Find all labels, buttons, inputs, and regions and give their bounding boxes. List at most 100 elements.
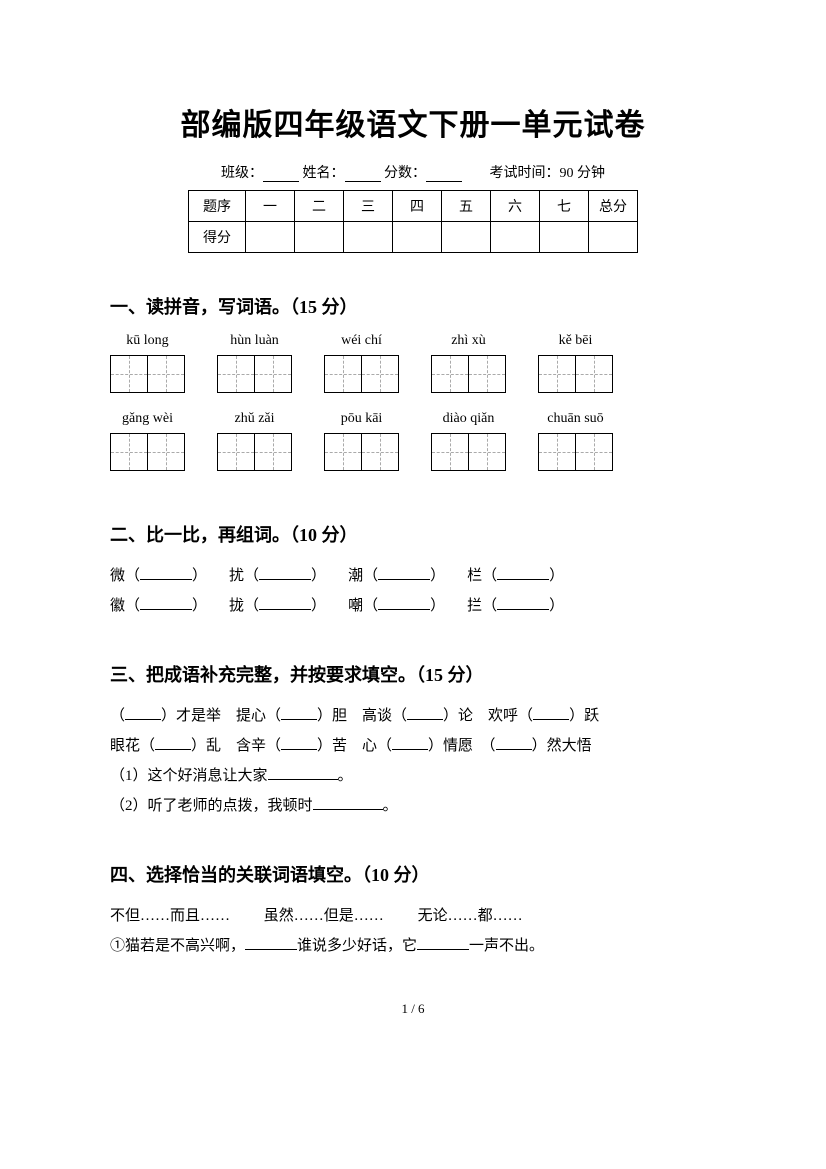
blank[interactable]	[140, 595, 192, 610]
char: 微（	[110, 568, 140, 584]
tianzige-cell[interactable]	[468, 433, 506, 471]
tianzige-cell[interactable]	[110, 355, 148, 393]
score-cell[interactable]	[246, 222, 295, 253]
tianzige-cell[interactable]	[431, 355, 469, 393]
t: ）情愿 （	[428, 738, 496, 754]
score-cell[interactable]	[491, 222, 540, 253]
tianzige	[324, 355, 399, 393]
blank[interactable]	[268, 765, 338, 780]
t: ）苦 心（	[317, 738, 392, 754]
score-row-label: 得分	[189, 222, 246, 253]
tianzige-cell[interactable]	[110, 433, 148, 471]
tianzige-cell[interactable]	[324, 355, 362, 393]
tianzige-cell[interactable]	[254, 433, 292, 471]
compare-item: 嘲（ ）	[348, 591, 445, 621]
tianzige-cell[interactable]	[147, 433, 185, 471]
conj-q1: ①猫若是不高兴啊，谁说多少好话，它一声不出。	[110, 931, 716, 961]
t: 。	[383, 798, 398, 814]
exam-time: 考试时间：90 分钟	[490, 166, 606, 181]
tianzige-cell[interactable]	[575, 433, 613, 471]
blank[interactable]	[496, 735, 532, 750]
blank[interactable]	[281, 705, 317, 720]
opt: 无论……都……	[418, 908, 523, 924]
blank[interactable]	[497, 595, 549, 610]
tianzige-cell[interactable]	[538, 355, 576, 393]
score-table: 题序 一 二 三 四 五 六 七 总分 得分	[188, 190, 638, 253]
compare-item: 栏（ ）	[467, 561, 564, 591]
tianzige-cell[interactable]	[324, 433, 362, 471]
char: 潮（	[348, 568, 378, 584]
tianzige-cell[interactable]	[575, 355, 613, 393]
idiom-line: （）才是举 提心（）胆 高谈（）论 欢呼（）跃	[110, 701, 716, 731]
pinyin-item: zhǔ zǎi	[217, 411, 292, 471]
t: 一声不出。	[469, 938, 544, 954]
blank[interactable]	[378, 565, 430, 580]
score-cell[interactable]	[295, 222, 344, 253]
t: （	[110, 708, 125, 724]
pinyin-item: gǎng wèi	[110, 411, 185, 471]
pinyin-label: diào qiǎn	[443, 411, 495, 427]
score-cell[interactable]	[540, 222, 589, 253]
compare-row: 徽（）拢（）嘲（）拦（）	[110, 591, 716, 621]
t: ）才是举 提心（	[161, 708, 281, 724]
score-cell[interactable]	[393, 222, 442, 253]
exam-page: 部编版四年级语文下册一单元试卷 班级： 姓名： 分数： 考试时间：90 分钟 题…	[0, 0, 826, 1057]
tianzige-cell[interactable]	[361, 433, 399, 471]
pinyin-label: kū long	[126, 333, 168, 349]
compare-item: 拦（）	[467, 591, 564, 621]
blank[interactable]	[155, 735, 191, 750]
name-blank[interactable]	[345, 167, 381, 182]
t: ）跃	[569, 708, 599, 724]
score-cell[interactable]	[442, 222, 491, 253]
compare-item: 拢（）	[229, 591, 326, 621]
char: 栏（	[467, 568, 497, 584]
blank[interactable]	[392, 735, 428, 750]
class-blank[interactable]	[263, 167, 299, 182]
blank[interactable]	[378, 595, 430, 610]
tianzige-cell[interactable]	[538, 433, 576, 471]
score-blank[interactable]	[426, 167, 462, 182]
col-7: 七	[540, 191, 589, 222]
blank[interactable]	[313, 795, 383, 810]
blank[interactable]	[259, 595, 311, 610]
pinyin-label: zhǔ zǎi	[234, 411, 274, 427]
blank[interactable]	[497, 565, 549, 580]
blank[interactable]	[245, 935, 297, 950]
col-4: 四	[393, 191, 442, 222]
t: ）	[430, 598, 445, 614]
tianzige-cell[interactable]	[147, 355, 185, 393]
tianzige	[217, 355, 292, 393]
t: ）	[549, 568, 564, 584]
blank[interactable]	[125, 705, 161, 720]
page-title: 部编版四年级语文下册一单元试卷	[110, 100, 716, 144]
t: ）然大悟	[532, 738, 592, 754]
conj-block: 不但……而且…… 虽然……但是…… 无论……都…… ①猫若是不高兴啊，谁说多少好…	[110, 901, 716, 961]
score-cell[interactable]	[589, 222, 638, 253]
col-label: 题序	[189, 191, 246, 222]
tianzige-cell[interactable]	[361, 355, 399, 393]
pinyin-label: hùn luàn	[230, 333, 279, 349]
blank[interactable]	[259, 565, 311, 580]
pinyin-item: chuān suō	[538, 411, 613, 471]
pinyin-item: wéi chí	[324, 333, 399, 393]
tianzige-cell[interactable]	[468, 355, 506, 393]
pinyin-item: diào qiǎn	[431, 411, 506, 471]
name-label: 姓名：	[303, 166, 345, 181]
tianzige	[431, 355, 506, 393]
t: ）	[192, 568, 207, 584]
blank[interactable]	[533, 705, 569, 720]
blank[interactable]	[140, 565, 192, 580]
tianzige-cell[interactable]	[217, 433, 255, 471]
tianzige	[538, 433, 613, 471]
blank[interactable]	[281, 735, 317, 750]
tianzige-cell[interactable]	[431, 433, 469, 471]
blank[interactable]	[407, 705, 443, 720]
pinyin-item: pōu kāi	[324, 411, 399, 471]
tianzige-cell[interactable]	[217, 355, 255, 393]
tianzige-cell[interactable]	[254, 355, 292, 393]
idiom-block: （）才是举 提心（）胆 高谈（）论 欢呼（）跃 眼花（）乱 含辛（）苦 心（）情…	[110, 701, 716, 821]
char: 嘲（	[348, 598, 378, 614]
score-cell[interactable]	[344, 222, 393, 253]
blank[interactable]	[417, 935, 469, 950]
section-2-title: 二、比一比，再组词。（10 分）	[110, 521, 716, 547]
